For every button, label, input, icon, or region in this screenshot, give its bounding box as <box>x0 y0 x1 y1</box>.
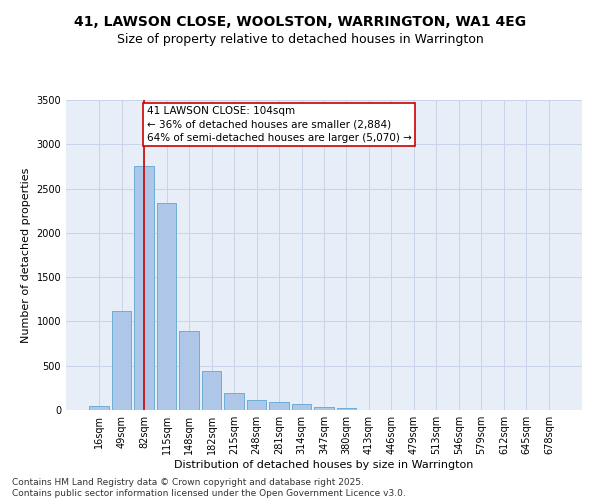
X-axis label: Distribution of detached houses by size in Warrington: Distribution of detached houses by size … <box>175 460 473 470</box>
Bar <box>112 311 131 410</box>
Bar <box>224 392 244 410</box>
Text: Contains HM Land Registry data © Crown copyright and database right 2025.
Contai: Contains HM Land Registry data © Crown c… <box>12 478 406 498</box>
Bar <box>89 406 109 410</box>
Bar <box>247 400 266 410</box>
Text: 41, LAWSON CLOSE, WOOLSTON, WARRINGTON, WA1 4EG: 41, LAWSON CLOSE, WOOLSTON, WARRINGTON, … <box>74 15 526 29</box>
Text: Size of property relative to detached houses in Warrington: Size of property relative to detached ho… <box>116 32 484 46</box>
Bar <box>314 407 334 410</box>
Y-axis label: Number of detached properties: Number of detached properties <box>21 168 31 342</box>
Bar <box>179 331 199 410</box>
Bar <box>157 202 176 410</box>
Text: 41 LAWSON CLOSE: 104sqm
← 36% of detached houses are smaller (2,884)
64% of semi: 41 LAWSON CLOSE: 104sqm ← 36% of detache… <box>147 106 412 142</box>
Bar <box>337 408 356 410</box>
Bar <box>202 371 221 410</box>
Bar <box>134 166 154 410</box>
Bar <box>269 402 289 410</box>
Bar <box>292 404 311 410</box>
